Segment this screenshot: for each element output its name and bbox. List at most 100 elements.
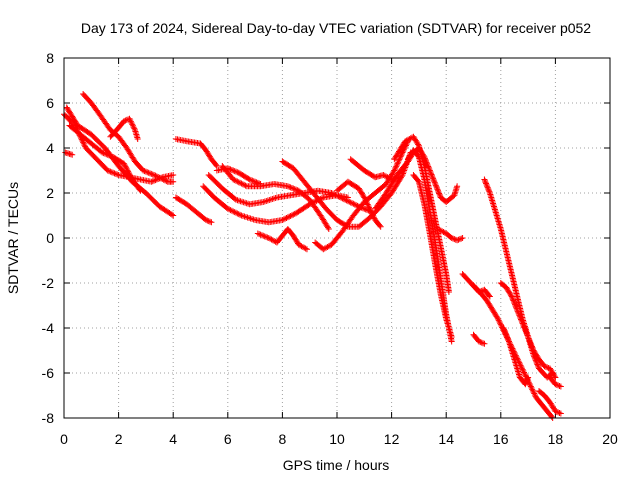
data-point [111, 170, 118, 177]
data-point [509, 296, 516, 303]
data-point [513, 305, 520, 312]
data-point [362, 197, 369, 204]
data-point [288, 212, 295, 219]
data-point [553, 381, 560, 388]
data-point [250, 178, 257, 185]
data-point [252, 178, 259, 185]
data-point [288, 184, 295, 191]
data-point [501, 326, 508, 333]
data-point [501, 327, 508, 334]
data-point [478, 339, 485, 346]
data-point [393, 163, 400, 170]
data-point [232, 209, 239, 216]
data-point [369, 211, 376, 218]
data-point [527, 340, 534, 347]
data-point [168, 211, 175, 218]
data-point [329, 190, 336, 197]
y-tick-label: -8 [42, 410, 55, 426]
data-point [346, 198, 353, 205]
data-point [521, 325, 528, 332]
data-point [124, 167, 131, 174]
data-point [552, 408, 559, 415]
data-point [237, 211, 244, 218]
data-point [282, 215, 289, 222]
data-point [503, 331, 510, 338]
data-point [121, 160, 128, 167]
data-point [525, 374, 532, 381]
data-point [523, 378, 530, 385]
data-point [228, 166, 235, 173]
series-arc30 [546, 374, 564, 390]
data-point [106, 152, 113, 159]
data-point [287, 212, 294, 219]
series-arc5 [107, 115, 141, 142]
data-point [204, 217, 211, 224]
data-point [149, 178, 156, 185]
data-point [486, 293, 493, 300]
data-point [370, 214, 377, 221]
data-point [522, 381, 529, 388]
data-point [336, 194, 343, 201]
data-point [391, 167, 398, 174]
data-point [99, 149, 106, 156]
data-point [363, 198, 370, 205]
data-point [508, 293, 515, 300]
data-point [435, 187, 442, 194]
data-point [302, 245, 309, 252]
data-point [241, 181, 248, 188]
data-point [136, 186, 143, 193]
data-point [238, 180, 245, 187]
y-tick-label: 0 [46, 230, 54, 246]
data-point [500, 325, 507, 331]
data-point [212, 161, 219, 168]
data-point [553, 408, 560, 415]
data-point [528, 384, 535, 391]
data-point [129, 121, 136, 128]
data-point [520, 368, 527, 375]
data-point [459, 235, 466, 241]
data-point [526, 338, 533, 345]
data-point [284, 214, 291, 221]
data-point [522, 327, 529, 334]
x-tick-label: 18 [548, 431, 564, 447]
data-point [534, 362, 541, 369]
data-point [552, 374, 559, 381]
data-point [521, 369, 528, 376]
series-arc15 [312, 138, 411, 253]
data-point [376, 222, 383, 229]
data-point [361, 194, 368, 201]
data-point [129, 122, 136, 129]
data-point [170, 212, 177, 219]
data-point [248, 177, 255, 184]
data-point [486, 188, 493, 195]
y-tick-label: 8 [46, 50, 54, 66]
data-point [521, 324, 528, 331]
data-point [515, 309, 522, 316]
data-point [524, 375, 531, 382]
y-tick-label: 2 [46, 185, 54, 201]
data-point [80, 139, 87, 146]
data-point [230, 208, 237, 215]
data-point [370, 212, 377, 219]
data-point [286, 183, 293, 190]
y-tick-label: 6 [46, 95, 54, 111]
data-point [162, 177, 169, 184]
data-point [510, 298, 517, 305]
data-point [548, 413, 555, 420]
data-point [555, 409, 562, 416]
data-point [226, 206, 233, 213]
x-tick-label: 10 [329, 431, 345, 447]
data-point [234, 178, 241, 185]
y-tick-label: -4 [42, 320, 55, 336]
data-point [527, 339, 534, 346]
data-point [284, 183, 291, 190]
data-point [163, 178, 170, 185]
data-point [511, 301, 518, 308]
data-point [148, 178, 155, 185]
data-point [130, 124, 137, 131]
data-point [125, 169, 132, 176]
data-point [361, 205, 368, 212]
x-tick-label: 12 [384, 431, 400, 447]
